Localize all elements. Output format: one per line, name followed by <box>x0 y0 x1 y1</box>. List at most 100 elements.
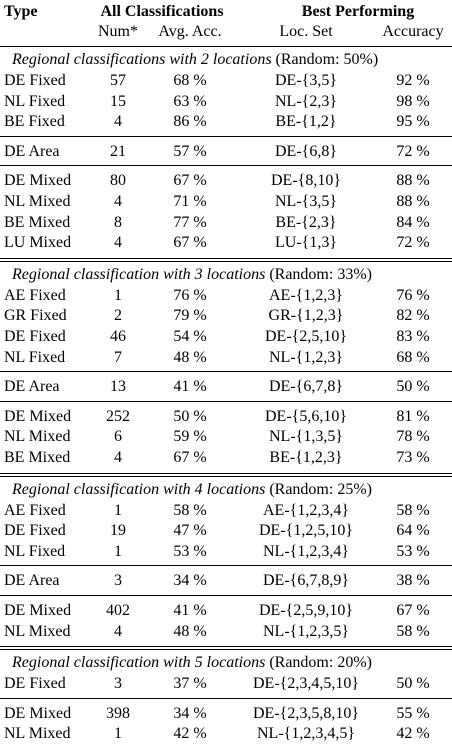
row-acc: 53 % <box>396 542 430 560</box>
row-label: DE Fixed <box>4 675 66 693</box>
row-num: 4 <box>114 234 122 252</box>
row-loc: DE-{6,7,8,9} <box>262 572 349 590</box>
row-acc: 98 % <box>396 92 430 110</box>
header-acc: Accuracy <box>382 23 444 40</box>
row-label: DE Area <box>4 572 60 590</box>
row-label: NL Mixed <box>4 725 71 743</box>
row-avg: 53 % <box>173 542 207 560</box>
row-label: DE Area <box>4 378 60 396</box>
row-loc: NL-{1,3,5} <box>268 428 343 446</box>
row-num: 1 <box>114 286 122 304</box>
row-loc: BE-{1,2} <box>275 113 337 131</box>
row-loc: DE-{3,5} <box>274 72 337 89</box>
row-label: NL Fixed <box>4 92 66 110</box>
rule <box>0 649 452 651</box>
row-num: 19 <box>110 522 126 540</box>
row-avg: 57 % <box>173 142 207 160</box>
row-num: 4 <box>114 193 122 210</box>
rule <box>0 472 452 474</box>
row-num: 80 <box>110 172 126 190</box>
row-num: 398 <box>106 704 130 722</box>
row-num: 21 <box>110 142 126 160</box>
row-label: DE Fixed <box>4 72 66 89</box>
section-title: Regional classifications with 2 location… <box>12 51 272 68</box>
row-label: DE Mixed <box>4 602 72 619</box>
row-label: AE Fixed <box>4 286 66 304</box>
row-num: 402 <box>106 602 130 619</box>
row-num: 13 <box>110 378 126 396</box>
section-title: Regional classification with 4 locations <box>12 480 266 498</box>
row-avg: 58 % <box>173 501 207 519</box>
row-avg: 47 % <box>173 522 207 540</box>
row-acc: 76 % <box>396 286 430 304</box>
row-avg: 54 % <box>173 328 207 345</box>
row-acc: 42 % <box>396 725 430 743</box>
row-label: DE Mixed <box>4 172 72 190</box>
row-num: 6 <box>114 428 122 446</box>
row-acc: 67 % <box>396 602 430 619</box>
row-avg: 79 % <box>173 307 207 325</box>
row-label: NL Mixed <box>4 428 71 446</box>
row-loc: NL-{3,5} <box>274 193 337 210</box>
row-avg: 76 % <box>173 286 207 304</box>
row-acc: 72 % <box>396 142 430 160</box>
row-num: 4 <box>114 622 122 640</box>
row-acc: 88 % <box>396 193 430 210</box>
row-label: BE Mixed <box>4 213 71 231</box>
rule <box>0 371 452 373</box>
rule <box>0 475 452 477</box>
row-label: DE Fixed <box>4 328 66 345</box>
row-loc: AE-{1,2,3} <box>268 286 343 304</box>
row-num: 3 <box>114 675 122 693</box>
row-loc: DE-{2,3,4,5,10} <box>252 675 359 693</box>
row-avg: 67 % <box>173 172 207 190</box>
row-avg: 41 % <box>173 378 207 396</box>
row-loc: DE-{8,10} <box>270 172 341 190</box>
row-avg: 48 % <box>173 348 207 366</box>
section-random: (Random: 25%) <box>269 480 372 498</box>
row-loc: DE-{1,2,5,10} <box>258 522 353 540</box>
row-acc: 92 % <box>396 72 430 89</box>
row-acc: 58 % <box>396 501 430 519</box>
row-avg: 67 % <box>173 449 207 466</box>
row-loc: DE-{6,7,8} <box>268 378 343 396</box>
row-num: 7 <box>114 348 122 366</box>
row-num: 4 <box>114 113 122 131</box>
row-loc: NL-{1,2,3,4} <box>262 542 349 560</box>
row-avg: 77 % <box>173 213 207 231</box>
row-label: NL Mixed <box>4 193 71 210</box>
row-acc: 64 % <box>396 522 430 540</box>
header-loc: Loc. Set <box>279 23 333 40</box>
row-num: 3 <box>114 572 122 590</box>
row-label: AE Fixed <box>4 501 66 519</box>
row-label: BE Fixed <box>4 113 65 131</box>
row-acc: 95 % <box>396 113 430 131</box>
row-avg: 34 % <box>173 704 207 722</box>
row-label: NL Fixed <box>4 348 66 366</box>
row-loc: NL-{2,3} <box>274 92 337 110</box>
row-label: GR Fixed <box>4 307 67 325</box>
row-loc: GR-{1,2,3} <box>268 307 344 325</box>
rule <box>0 697 452 699</box>
row-acc: 88 % <box>396 172 430 190</box>
row-acc: 58 % <box>396 622 430 640</box>
row-loc: AE-{1,2,3,4} <box>262 501 349 519</box>
row-num: 4 <box>114 449 122 466</box>
section-title: Regional classification with 5 locations <box>12 654 266 672</box>
section-random: (Random: 33%) <box>269 265 372 283</box>
row-avg: 68 % <box>173 72 207 89</box>
row-avg: 37 % <box>173 675 207 693</box>
row-avg: 59 % <box>173 428 207 446</box>
row-num: 1 <box>114 542 122 560</box>
rule <box>0 565 452 567</box>
rule <box>0 165 452 167</box>
section-title: Regional classification with 3 locations <box>12 265 266 283</box>
section-caption: Regional classification with 5 locations… <box>12 653 372 673</box>
row-loc: DE-{5,6,10} <box>264 407 347 425</box>
row-label: BE Mixed <box>4 449 71 466</box>
row-acc: 50 % <box>396 378 430 396</box>
row-num: 57 <box>110 72 126 89</box>
row-acc: 38 % <box>396 572 430 590</box>
row-avg: 71 % <box>173 193 207 210</box>
